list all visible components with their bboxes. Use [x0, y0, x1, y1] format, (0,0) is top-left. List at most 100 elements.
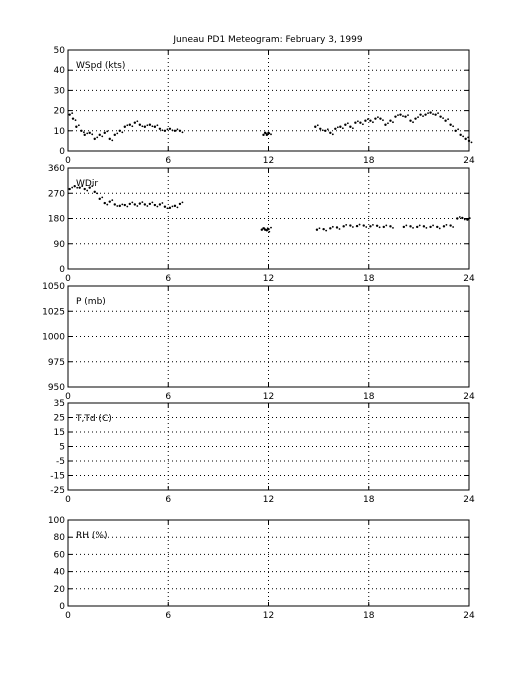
data-point	[131, 125, 134, 128]
x-tick-label: 6	[165, 495, 171, 505]
data-point	[141, 125, 144, 128]
data-point	[83, 187, 86, 191]
data-point	[378, 226, 381, 229]
data-point	[136, 205, 139, 207]
x-tick-label: 6	[165, 611, 171, 621]
y-tick-label: 30	[54, 86, 66, 96]
data-point	[365, 226, 368, 228]
data-point	[416, 225, 419, 229]
data-point	[96, 136, 99, 139]
x-tick-label: 12	[263, 156, 274, 166]
data-point	[121, 131, 124, 134]
data-point	[325, 229, 328, 232]
data-point	[369, 225, 372, 228]
x-tick-label: 0	[65, 156, 71, 166]
data-point	[456, 217, 459, 220]
data-point	[399, 113, 402, 116]
x-tick-label: 6	[165, 392, 171, 402]
data-point	[148, 123, 152, 126]
data-point	[437, 112, 439, 115]
data-point	[339, 125, 342, 128]
data-point	[419, 113, 422, 116]
data-point	[74, 119, 77, 122]
data-point	[322, 227, 325, 231]
data-point	[80, 129, 83, 132]
data-point	[103, 131, 106, 135]
y-tick-label: 1025	[42, 307, 65, 317]
data-point	[338, 228, 341, 230]
data-point	[161, 202, 164, 204]
data-point	[133, 203, 137, 206]
data-point	[361, 123, 364, 126]
data-point	[438, 227, 441, 230]
x-tick-label: 0	[65, 611, 71, 621]
data-point	[389, 119, 392, 122]
y-tick-label: 270	[48, 189, 65, 199]
data-point	[68, 113, 71, 116]
data-point	[270, 226, 272, 229]
data-point	[331, 133, 334, 136]
y-tick-label: 25	[54, 414, 65, 424]
data-point	[375, 224, 379, 227]
panel-label: RH (%)	[76, 531, 107, 541]
x-tick-label: 6	[165, 156, 171, 166]
x-tick-label: 18	[363, 156, 375, 166]
data-point	[454, 129, 457, 132]
y-tick-label: 100	[48, 516, 65, 526]
data-point	[459, 133, 462, 137]
data-point	[351, 127, 354, 130]
data-point	[96, 192, 99, 195]
data-point	[173, 204, 177, 208]
data-point	[173, 129, 177, 132]
data-point	[156, 124, 159, 127]
data-point	[121, 203, 124, 206]
data-point	[379, 117, 382, 120]
data-point	[111, 139, 114, 142]
y-tick-label: 10	[54, 127, 66, 137]
data-point	[358, 223, 361, 226]
data-point	[336, 126, 339, 129]
data-point	[321, 129, 324, 132]
panel-label: P (mb)	[76, 297, 106, 307]
data-point	[452, 125, 455, 128]
data-point	[263, 131, 267, 135]
y-tick-label: 360	[48, 164, 65, 174]
x-tick-label: 12	[263, 611, 274, 621]
data-point	[467, 136, 470, 139]
data-point	[262, 227, 265, 230]
data-point	[434, 113, 437, 116]
data-point	[153, 203, 157, 207]
data-point	[166, 207, 169, 210]
data-point	[106, 203, 109, 206]
data-point	[163, 205, 167, 208]
y-tick-label: -15	[50, 472, 65, 482]
data-point	[262, 133, 265, 137]
panel-4: 0 6 12 18 24 -25 -15 -5 5 15 25 35 T,Td (C)	[50, 399, 475, 505]
data-point	[362, 224, 365, 227]
y-tick-label: 35	[54, 399, 65, 409]
data-point	[468, 217, 471, 220]
data-point	[91, 133, 94, 136]
data-point	[382, 119, 384, 122]
data-point	[143, 125, 147, 128]
y-tick-label: 20	[54, 107, 66, 117]
data-point	[168, 127, 172, 130]
panel-5: 0 6 12 18 24 0 20 40 60 80 100 RH (%)	[48, 516, 475, 621]
data-point	[407, 114, 409, 117]
data-point	[324, 129, 327, 132]
data-point	[402, 225, 406, 229]
data-point	[315, 228, 319, 231]
data-point	[392, 226, 394, 229]
data-point	[436, 225, 439, 229]
data-point	[98, 133, 101, 137]
x-tick-label: 0	[65, 274, 71, 284]
data-point	[427, 112, 429, 115]
data-point	[318, 227, 321, 230]
data-point	[128, 123, 132, 126]
data-point	[181, 201, 184, 204]
data-point	[422, 225, 426, 228]
data-point	[349, 125, 352, 128]
data-point	[372, 121, 374, 124]
data-point	[412, 226, 414, 229]
data-point	[389, 225, 392, 228]
